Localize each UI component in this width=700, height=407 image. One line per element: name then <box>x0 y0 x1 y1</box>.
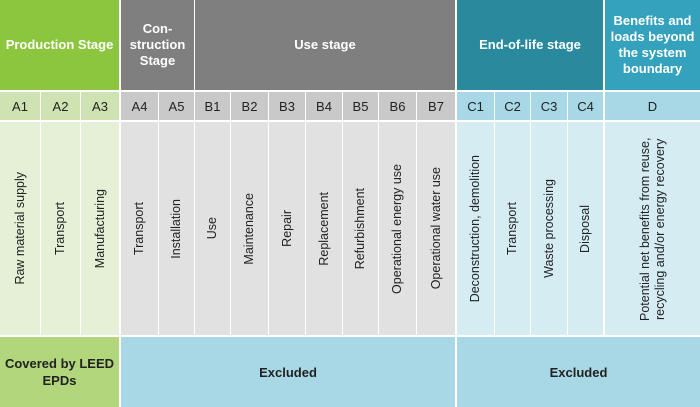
module-code: B7 <box>417 92 455 120</box>
module-code: A5 <box>159 92 194 120</box>
module-description-text: Transport <box>53 201 67 256</box>
module-description: Operational water use <box>417 122 455 335</box>
module-description: Potential net benefits from reuse, recyc… <box>605 122 700 335</box>
stage-header: Production Stage <box>0 0 119 90</box>
stage-header: Use stage <box>195 0 455 90</box>
module-code: B3 <box>269 92 305 120</box>
footer-cell: Excluded <box>457 337 700 407</box>
module-description: Use <box>195 122 230 335</box>
module-description-text: Operational energy use <box>390 163 404 294</box>
module-description-text: Use <box>205 217 219 240</box>
module-code: C2 <box>495 92 530 120</box>
module-description-text: Replacement <box>316 191 331 266</box>
module-description: Transport <box>495 122 530 335</box>
module-description: Maintenance <box>231 122 268 335</box>
module-description: Operational energy use <box>379 122 416 335</box>
module-description: Transport <box>121 122 158 335</box>
module-description-text: Operational water use <box>428 167 443 290</box>
module-description: Deconstruction, demolition <box>457 122 494 335</box>
module-description: Installation <box>159 122 194 335</box>
module-code: B1 <box>195 92 230 120</box>
stage-header: End-of-life stage <box>457 0 603 90</box>
module-description: Transport <box>41 122 80 335</box>
footer-cell: Excluded <box>121 337 455 407</box>
module-description: Disposal <box>568 122 603 335</box>
module-description: Repair <box>269 122 305 335</box>
stage-header: Con-struction Stage <box>121 0 194 90</box>
module-code: B5 <box>343 92 378 120</box>
module-description: Replacement <box>306 122 342 335</box>
module-description: Manufacturing <box>81 122 119 335</box>
module-code: D <box>605 92 700 120</box>
module-code: A3 <box>81 92 119 120</box>
module-description-text: Refurbishment <box>353 187 367 270</box>
module-code: B4 <box>306 92 342 120</box>
module-description-text: Disposal <box>578 204 592 253</box>
module-code: C3 <box>531 92 567 120</box>
module-description-text: Transport <box>505 201 519 256</box>
module-description-text: Installation <box>169 198 183 259</box>
module-code: C4 <box>568 92 603 120</box>
module-description: Raw material supply <box>0 122 40 335</box>
footer-cell: Covered by LEED EPDs <box>0 337 119 407</box>
module-description-text: Transport <box>132 201 146 256</box>
module-code: A4 <box>121 92 158 120</box>
stage-header: Benefits and loads beyond the system bou… <box>605 0 700 90</box>
module-code: A1 <box>0 92 40 120</box>
module-description-text: Raw material supply <box>12 172 27 285</box>
module-code: C1 <box>457 92 494 120</box>
module-description-text: Manufacturing <box>92 188 107 269</box>
module-code: B6 <box>379 92 416 120</box>
module-code: A2 <box>41 92 80 120</box>
module-code: B2 <box>231 92 268 120</box>
module-description-text: Repair <box>279 210 294 247</box>
module-description-text: Maintenance <box>242 192 256 265</box>
module-description-text: Potential net benefits from reuse, recyc… <box>637 136 667 321</box>
module-description: Waste processing <box>531 122 567 335</box>
module-description-text: Waste processing <box>541 179 556 278</box>
module-description: Refurbishment <box>343 122 378 335</box>
module-description-text: Deconstruction, demolition <box>468 154 482 303</box>
